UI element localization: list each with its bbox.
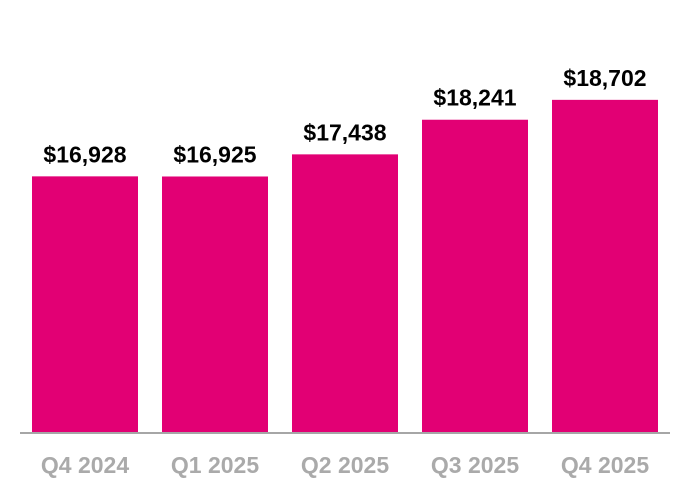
bar-q4-2024 [32, 176, 138, 432]
x-tick-label: Q4 2024 [41, 452, 129, 478]
data-label: $17,438 [303, 119, 386, 145]
data-label: $16,928 [43, 141, 126, 167]
x-tick-label: Q4 2025 [561, 452, 649, 478]
x-tick-label: Q2 2025 [301, 452, 389, 478]
data-label: $16,925 [173, 141, 256, 167]
bar-q1-2025 [162, 176, 268, 432]
bar-q4-2025 [552, 99, 658, 432]
x-tick-label: Q3 2025 [431, 452, 519, 478]
data-label: $18,241 [433, 85, 516, 111]
x-tick-label: Q1 2025 [171, 452, 259, 478]
bar-q2-2025 [292, 154, 398, 432]
bar-q3-2025 [422, 119, 528, 432]
data-label: $18,702 [563, 65, 646, 91]
